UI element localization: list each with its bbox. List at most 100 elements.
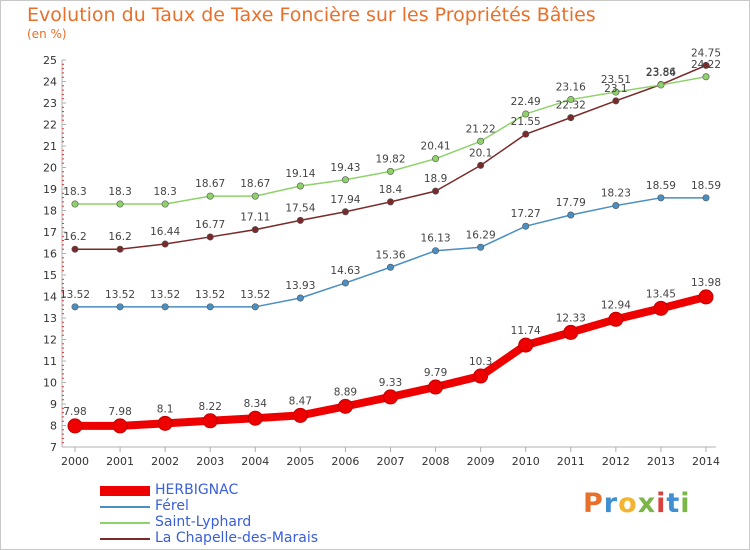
data-label: 20.1: [469, 147, 492, 159]
legend-swatch-saint-lyphard: [100, 522, 150, 524]
logo-letter: x: [637, 488, 657, 519]
y-tick-label: 10: [43, 377, 57, 390]
data-point: [432, 187, 440, 195]
data-label: 18.59: [691, 180, 721, 192]
data-label: 13.98: [691, 277, 721, 289]
data-label: 17.27: [511, 208, 541, 220]
data-label: 13.52: [240, 289, 270, 301]
data-label: 7.98: [108, 406, 131, 418]
y-tick-label: 19: [43, 183, 57, 196]
y-tick-label: 18: [43, 205, 57, 218]
data-point: [296, 182, 304, 190]
logo-letter: o: [618, 488, 638, 519]
data-label: 13.52: [105, 289, 135, 301]
y-tick-label: 25: [43, 54, 57, 67]
data-label: 20.41: [421, 141, 451, 153]
data-point: [206, 303, 214, 311]
data-label: 13.45: [646, 288, 676, 300]
data-label: 18.59: [646, 180, 676, 192]
data-point: [383, 389, 398, 405]
data-point: [337, 398, 353, 414]
data-point: [116, 303, 124, 311]
y-axis-unit: (en %): [27, 27, 67, 41]
data-point: [702, 61, 710, 69]
data-point: [612, 202, 620, 210]
data-label: 18.9: [424, 173, 447, 185]
data-label: 16.44: [150, 226, 180, 238]
data-point: [247, 410, 263, 426]
data-point: [386, 167, 394, 175]
data-label: 8.1: [157, 403, 174, 415]
data-label: 17.54: [285, 202, 315, 214]
data-point: [292, 407, 308, 423]
logo-letter: i: [680, 488, 691, 519]
legend-label-saint-lyphard: Saint-Lyphard: [155, 514, 252, 530]
x-tick-label: 2007: [377, 455, 405, 468]
data-label: 19.43: [330, 162, 360, 174]
data-label: 8.47: [289, 395, 312, 407]
data-point: [71, 245, 79, 253]
data-label: 18.67: [195, 178, 225, 190]
x-tick-label: 2006: [331, 455, 359, 468]
data-point: [518, 337, 534, 353]
data-label: 19.14: [285, 168, 315, 180]
data-point: [341, 279, 349, 287]
y-tick-label: 17: [43, 226, 57, 239]
data-point: [653, 300, 669, 316]
x-tick-label: 2000: [61, 455, 89, 468]
y-tick-label: 21: [43, 140, 57, 153]
y-tick-label: 8: [50, 420, 57, 433]
data-label: 12.33: [556, 312, 586, 324]
x-tick-label: 2004: [241, 455, 269, 468]
y-tick-label: 9: [50, 398, 57, 411]
data-point: [386, 198, 394, 206]
data-label: 18.3: [63, 186, 86, 198]
legend-item-ferel: Férel: [100, 498, 400, 515]
data-point: [608, 311, 624, 327]
x-tick-label: 2002: [151, 455, 179, 468]
x-tick-label: 2008: [422, 455, 450, 468]
y-tick-label: 11: [43, 355, 57, 368]
data-point: [71, 303, 79, 311]
data-point: [612, 97, 620, 105]
y-tick-label: 14: [43, 291, 57, 304]
data-label: 13.52: [60, 289, 90, 301]
data-label: 16.13: [421, 233, 451, 245]
data-label: 18.67: [240, 178, 270, 190]
data-label: 18.3: [108, 186, 131, 198]
data-label: 17.79: [556, 197, 586, 209]
data-label: 14.63: [330, 265, 360, 277]
x-tick-label: 2005: [286, 455, 314, 468]
data-point: [116, 245, 124, 253]
data-label: 23.51: [601, 74, 631, 86]
y-tick-label: 7: [50, 441, 57, 454]
data-point: [251, 192, 259, 200]
data-point: [112, 418, 128, 434]
data-label: 23.86: [646, 67, 676, 79]
data-point: [567, 114, 575, 122]
data-label: 23.84: [646, 67, 676, 79]
data-label: 11.74: [511, 325, 541, 337]
data-point: [206, 192, 214, 200]
data-point: [432, 155, 440, 163]
data-point: [161, 200, 169, 208]
data-label: 17.94: [330, 194, 360, 206]
data-label: 12.94: [601, 299, 631, 311]
logo-letter: r: [603, 488, 619, 519]
data-point: [202, 413, 218, 429]
data-label: 16.29: [466, 229, 496, 241]
data-point: [612, 88, 620, 96]
data-label: 18.3: [153, 186, 176, 198]
data-point: [341, 176, 349, 184]
data-point: [702, 194, 710, 202]
data-label: 8.89: [334, 386, 357, 398]
x-tick-label: 2012: [602, 455, 630, 468]
x-tick-label: 2013: [647, 455, 675, 468]
data-point: [567, 96, 575, 104]
data-label: 10.3: [469, 356, 492, 368]
y-tick-label: 12: [43, 334, 57, 347]
data-label: 22.32: [556, 100, 586, 112]
data-label: 15.36: [375, 249, 405, 261]
data-point: [702, 73, 710, 81]
